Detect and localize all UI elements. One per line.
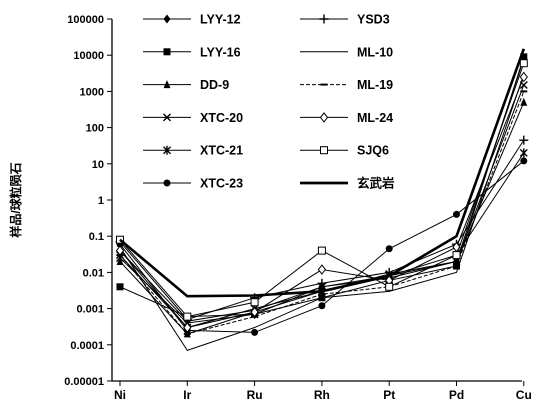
data-point <box>519 148 528 158</box>
y-tick-label: 100000 <box>67 14 104 26</box>
series-ML-24 <box>115 71 528 333</box>
legend-label: XTC-21 <box>200 144 243 158</box>
data-point <box>319 112 329 123</box>
data-point <box>317 278 327 288</box>
legend-label: ML-24 <box>357 111 393 125</box>
data-point <box>320 146 328 155</box>
y-tick-label: 0.0001 <box>70 340 104 352</box>
legend-label: LYY-16 <box>200 45 241 59</box>
y-tick-label: 10 <box>92 159 104 171</box>
series-line <box>119 56 525 318</box>
legend-item: 玄武岩 <box>300 176 395 191</box>
series-lines <box>115 48 529 352</box>
data-point <box>520 53 528 61</box>
legend-item: LYY-12 <box>143 13 241 27</box>
series-SJQ6 <box>116 59 528 321</box>
data-point <box>452 251 461 260</box>
data-point <box>319 14 329 24</box>
legend-item: DD-9 <box>143 78 229 92</box>
legend-item: XTC-21 <box>143 144 243 158</box>
y-axis-label: 样品/球粒陨石 <box>8 162 23 237</box>
legend-label: DD-9 <box>200 78 229 92</box>
legend-item: XTC-20 <box>143 111 243 125</box>
data-point <box>163 179 171 187</box>
legend-label: ML-10 <box>357 45 393 59</box>
legend-label: XTC-20 <box>200 111 243 125</box>
data-point <box>163 14 171 24</box>
legend-item: YSD3 <box>300 13 390 27</box>
y-tick-label: 100 <box>86 123 104 135</box>
x-tick-label: Rh <box>314 388 330 402</box>
data-point <box>250 298 259 307</box>
series-line <box>119 73 525 352</box>
data-point <box>519 71 528 83</box>
legend-item: XTC-23 <box>143 177 243 191</box>
y-tick-label: 0.1 <box>89 231 104 243</box>
data-point <box>385 245 393 253</box>
legend-label: LYY-12 <box>200 13 241 27</box>
x-tick-label: Ru <box>247 388 263 402</box>
series-玄武岩 <box>119 48 526 298</box>
data-point <box>163 113 171 122</box>
data-point <box>116 283 124 291</box>
data-point <box>115 245 125 256</box>
y-tick-label: 1000 <box>80 86 104 98</box>
data-point <box>519 135 529 145</box>
data-point <box>520 97 528 106</box>
legend-item: SJQ6 <box>300 144 389 158</box>
axes <box>111 19 522 382</box>
legend-item: ML-24 <box>300 111 393 125</box>
data-point <box>163 80 171 89</box>
data-point <box>251 328 259 336</box>
data-point <box>183 322 192 333</box>
data-point <box>452 257 461 266</box>
x-tick-label: Cu <box>516 388 532 402</box>
data-point <box>163 48 171 56</box>
legend-label: XTC-23 <box>200 177 243 191</box>
x-tick-label: Pd <box>449 388 464 402</box>
legend-label: 玄武岩 <box>357 176 395 191</box>
y-tick-label: 1 <box>98 195 104 207</box>
series-ML-10 <box>119 73 525 352</box>
data-point <box>183 312 192 321</box>
data-point <box>317 264 327 275</box>
y-tick-label: 10000 <box>73 50 104 62</box>
y-tick-labels: 0.00001 0.0001 0.001 0.01 0.1 1 10 100 1000 10000… <box>64 14 112 388</box>
data-point <box>520 157 528 165</box>
y-tick-label: 0.001 <box>76 304 104 316</box>
series-DD-9 <box>116 97 528 338</box>
legend-item: LYY-16 <box>143 45 241 59</box>
data-point <box>317 246 326 255</box>
data-point <box>453 210 460 218</box>
legend-label: YSD3 <box>357 13 390 27</box>
data-point <box>385 282 394 291</box>
x-tick-label: Ir <box>183 388 191 402</box>
legend-label: SJQ6 <box>357 144 389 158</box>
data-point <box>250 306 259 318</box>
data-point <box>163 145 171 155</box>
x-tick-label: Ni <box>114 388 126 402</box>
legend-item: ML-19 <box>300 78 393 92</box>
data-point <box>318 302 326 310</box>
legend: LYY-12 LYY-16 DD-9 XTC-20 XTC-21 XTC-23 YSD3 ML… <box>143 13 395 191</box>
series-line <box>119 48 526 298</box>
y-tick-label: 0.00001 <box>64 376 104 388</box>
x-tick-labels: Ni Ir Ru Rh Pt Pd Cu <box>114 381 532 402</box>
series-line <box>119 63 525 318</box>
y-tick-label: 0.01 <box>83 267 104 279</box>
x-tick-label: Pt <box>383 388 395 402</box>
legend-item: ML-10 <box>300 45 393 59</box>
data-point <box>519 59 528 68</box>
legend-label: ML-19 <box>357 78 393 92</box>
